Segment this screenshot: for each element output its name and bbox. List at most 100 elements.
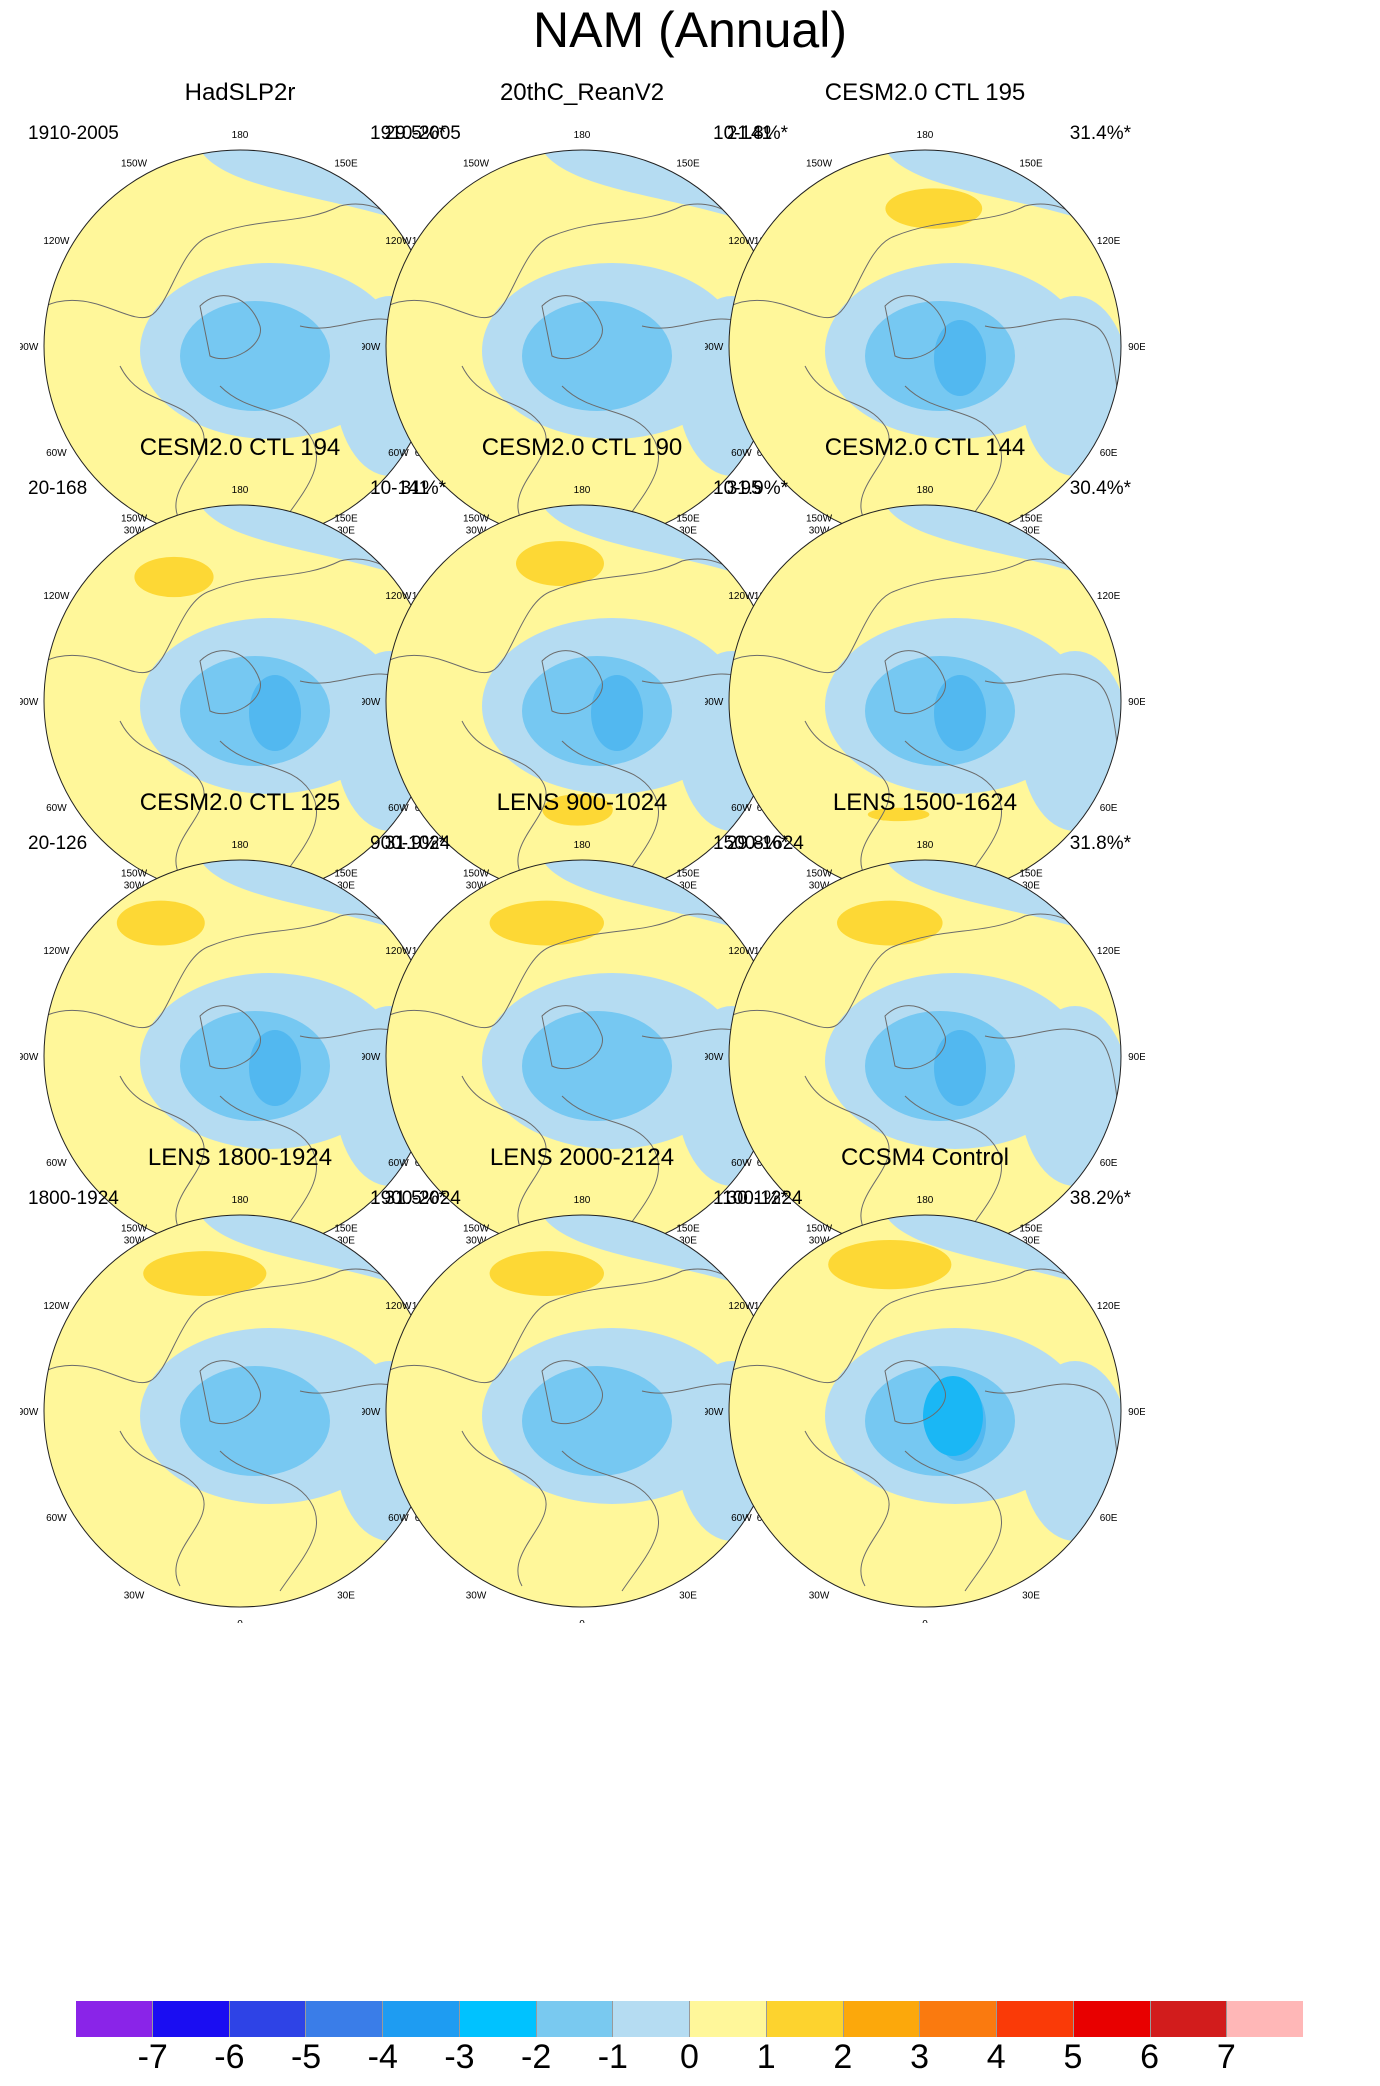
coastline xyxy=(119,365,205,522)
colorbar-swatch xyxy=(613,2001,690,2037)
colorbar-swatch xyxy=(152,2001,230,2037)
colorbar xyxy=(76,2001,1303,2037)
map-panel: CESM2.0 CTL 19420-16831%*180150E120E90E6… xyxy=(20,434,460,913)
longitude-label: 180 xyxy=(574,485,591,496)
panel-title: CCSM4 Control xyxy=(840,1144,1010,1171)
longitude-label: 0 xyxy=(922,1619,928,1623)
coastline xyxy=(884,650,946,715)
positive-anomaly-region xyxy=(516,541,604,586)
longitude-label: 150W xyxy=(806,513,833,524)
coastline xyxy=(386,1300,553,1384)
longitude-label: 120W xyxy=(43,236,70,247)
longitude-label: 120E xyxy=(1097,946,1121,957)
panel-title: 20thC_ReanV2 xyxy=(499,79,665,106)
longitude-label: 180 xyxy=(917,840,934,851)
longitude-label: 90W xyxy=(705,697,724,708)
longitude-label: 30W xyxy=(124,881,145,892)
colorbar-tick-label: 4 xyxy=(986,2038,1006,2076)
longitude-label: 0 xyxy=(579,1619,585,1623)
longitude-label: 150W xyxy=(121,513,148,524)
longitude-label: 150E xyxy=(334,868,358,879)
coastline xyxy=(219,1450,317,1592)
panel-variance-percent: 31.5%* xyxy=(384,1188,446,1209)
colorbar-tick-label: -1 xyxy=(597,2038,628,2076)
longitude-label: 90W xyxy=(362,697,381,708)
map-panel: LENS 1500-1624 1500-1624 31.8%* 180 150E 120E… xyxy=(705,789,1145,1268)
panel-variance-percent: 31.4%* xyxy=(1069,123,1131,144)
longitude-label: 60W xyxy=(731,1158,752,1169)
colorbar-swatch xyxy=(690,2001,767,2037)
coastline xyxy=(561,1095,659,1237)
coastline xyxy=(461,720,547,877)
positive-anomaly-region xyxy=(867,807,930,822)
colorbar-swatch xyxy=(1150,2001,1228,2037)
longitude-label: 90E xyxy=(1128,697,1145,708)
map-boundary xyxy=(728,1214,1122,1608)
longitude-label: 30E xyxy=(1022,1236,1040,1247)
polar-map: 180150E120E90E60E30E030W60W90W120W150W xyxy=(705,485,1145,913)
colorbar-tick-label: -4 xyxy=(367,2038,398,2076)
longitude-label: 150W xyxy=(121,1223,148,1234)
longitude-label: 120W xyxy=(728,1301,755,1312)
coastline xyxy=(44,235,211,319)
colorbar-swatch xyxy=(229,2001,307,2037)
longitude-label: 60W xyxy=(388,1158,409,1169)
coastline xyxy=(904,1450,1002,1592)
coastline xyxy=(984,1383,1121,1472)
longitude-label: 150E xyxy=(334,158,358,169)
coastline xyxy=(804,1430,890,1587)
longitude-label: 90W xyxy=(20,342,39,353)
panel-variance-percent: 31.8%* xyxy=(1069,833,1131,854)
longitude-label: 30E xyxy=(1022,1591,1040,1602)
longitude-label: 120W xyxy=(728,946,755,957)
longitude-label: 60W xyxy=(46,448,67,459)
coastline xyxy=(119,720,205,877)
longitude-label: 180 xyxy=(917,130,934,141)
panel-years: 10-95 xyxy=(713,478,762,499)
positive-anomaly-region xyxy=(828,1239,952,1290)
longitude-label: 60W xyxy=(731,1513,752,1524)
panel-variance-percent: 31.9%* xyxy=(726,478,788,499)
colorbar-tick-label: -2 xyxy=(521,2038,552,2076)
colorbar-swatch xyxy=(459,2001,537,2037)
longitude-label: 30W xyxy=(809,526,830,537)
longitude-label: 90E xyxy=(1128,342,1145,353)
longitude-label: 60E xyxy=(1100,1513,1118,1524)
colorbar-swatch xyxy=(766,2001,844,2037)
coastline xyxy=(119,1075,205,1232)
panel-title: HadSLP2r xyxy=(184,79,296,106)
panel-title: LENS 1500-1624 xyxy=(832,789,1018,816)
coastline xyxy=(199,1360,261,1425)
colorbar-swatch xyxy=(383,2001,460,2037)
longitude-label: 30E xyxy=(1022,526,1040,537)
colorbar-tick-label: -3 xyxy=(444,2038,475,2076)
longitude-label: 30E xyxy=(1022,881,1040,892)
longitude-label: 30E xyxy=(679,526,697,537)
longitude-label: 30E xyxy=(679,881,697,892)
colorbar-swatch xyxy=(997,2001,1074,2037)
positive-anomaly-region xyxy=(489,1251,604,1296)
longitude-label: 30W xyxy=(124,1236,145,1247)
coastline xyxy=(561,385,659,527)
longitude-label: 150W xyxy=(121,868,148,879)
panel-years: 10-141 xyxy=(713,123,773,144)
panel-title: LENS 1800-1924 xyxy=(147,1144,333,1171)
colorbar-tick-label: 5 xyxy=(1063,2038,1083,2076)
coastline xyxy=(541,1005,603,1070)
coastline xyxy=(729,1300,896,1384)
coastline xyxy=(804,365,890,522)
map-panel: CCSM4 Control 1100-1224 38.2%* 180 150E 120E 9… xyxy=(705,1144,1145,1623)
panel-years: 20-126 xyxy=(28,833,88,854)
coastline xyxy=(729,590,896,674)
colorbar-tick-label: 3 xyxy=(910,2038,930,2076)
panel-years: 1800-1924 xyxy=(28,1188,119,1209)
polar-map: 180150E120E90E60E30E030W60W90W120W150W xyxy=(20,1195,460,1623)
coastline xyxy=(461,1430,547,1587)
colorbar-swatch xyxy=(76,2001,153,2037)
colorbar-tick-label: -5 xyxy=(290,2038,322,2076)
positive-anomaly-region xyxy=(134,556,214,598)
negative-anomaly-core xyxy=(249,675,301,751)
coastline xyxy=(541,1360,603,1425)
longitude-label: 120W xyxy=(728,236,755,247)
coastline xyxy=(541,650,603,715)
